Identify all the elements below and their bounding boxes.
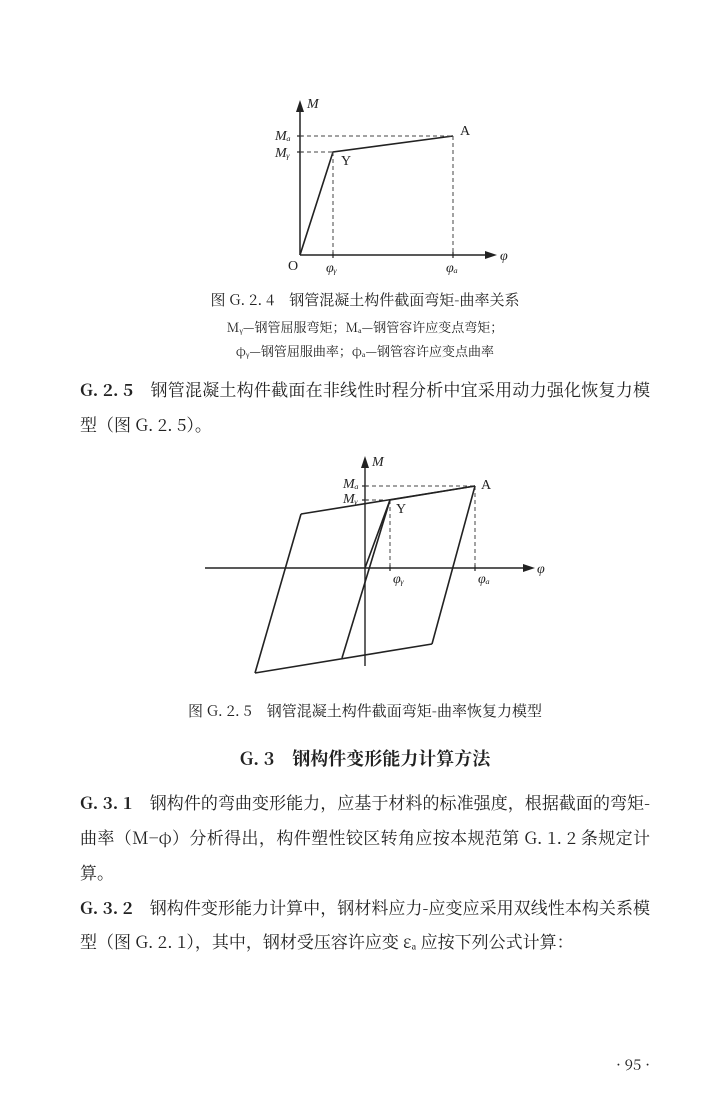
- figure-g-2-4-caption-sub1: Mᵧ—钢管屈服弯矩；Mₐ—钢管容许应变点弯矩；: [80, 315, 650, 340]
- fig1-origin: O: [288, 259, 298, 274]
- figure-g-2-5-caption: 图 G. 2. 5 钢管混凝土构件截面弯矩-曲率恢复力模型: [80, 697, 650, 726]
- fig1-y-axis-label: M: [306, 97, 320, 112]
- section-g-3-title: G. 3 钢构件变形能力计算方法: [80, 745, 650, 771]
- fig1-x-axis-label: φ: [500, 249, 508, 264]
- fig2-xtick-phia: φₐ: [478, 572, 490, 587]
- paragraph-g-3-1: G. 3. 1 钢构件的弯曲变形能力，应基于材料的标准强度，根据截面的弯矩-曲率…: [80, 785, 650, 890]
- fig1-xtick-phia: φₐ: [446, 261, 458, 275]
- fig2-xtick-phiy: φᵧ: [393, 572, 405, 587]
- fig1-ytick-ma: Mₐ: [274, 129, 291, 144]
- fig1-point-a: A: [460, 124, 471, 139]
- fig2-y-axis-label: M: [371, 455, 385, 470]
- fig1-xtick-phiy: φᵧ: [326, 261, 338, 275]
- paragraph-g-2-5: G. 2. 5 钢管混凝土构件截面在非线性时程分析中宜采用动力强化恢复力模型（图…: [80, 372, 650, 442]
- figure-g-2-4-caption-sub2: φᵧ—钢管屈服曲率；φₐ—钢管容许应变点曲率: [80, 339, 650, 364]
- fig1-ytick-my: Mᵧ: [274, 146, 291, 161]
- figure-g-2-4-svg: M φ Mₐ Mᵧ φᵧ φₐ Y A O: [215, 90, 515, 275]
- para-g25-text: 钢管混凝土构件截面在非线性时程分析中宜采用动力强化恢复力模型（图 G. 2. 5…: [80, 376, 650, 436]
- para-g32-text: 钢构件变形能力计算中，钢材料应力-应变应采用双线性本构关系模型（图 G. 2. …: [80, 894, 650, 954]
- para-g25-lead: G. 2. 5: [80, 376, 133, 401]
- figure-g-2-5-svg: M φ Mₐ Mᵧ φᵧ φₐ Y A: [175, 448, 555, 686]
- paragraph-g-3-2: G. 3. 2 钢构件变形能力计算中，钢材料应力-应变应采用双线性本构关系模型（…: [80, 890, 650, 960]
- para-g31-text: 钢构件的弯曲变形能力，应基于材料的标准强度，根据截面的弯矩-曲率（M−φ）分析得…: [80, 789, 650, 884]
- fig2-ytick-ma: Mₐ: [342, 477, 359, 492]
- page-number: · 95 ·: [616, 1054, 650, 1075]
- fig2-point-y: Y: [396, 502, 406, 517]
- fig2-point-a: A: [481, 478, 492, 493]
- fig1-point-y: Y: [341, 154, 351, 169]
- fig2-ytick-my: Mᵧ: [342, 492, 359, 507]
- figure-g-2-5: M φ Mₐ Mᵧ φᵧ φₐ Y A: [80, 448, 650, 691]
- para-g31-lead: G. 3. 1: [80, 789, 133, 814]
- para-g32-lead: G. 3. 2: [80, 894, 133, 919]
- figure-g-2-4: M φ Mₐ Mᵧ φᵧ φₐ Y A O: [80, 90, 650, 280]
- figure-g-2-4-caption: 图 G. 2. 4 钢管混凝土构件截面弯矩-曲率关系: [80, 286, 650, 315]
- fig2-x-axis-label: φ: [537, 562, 545, 577]
